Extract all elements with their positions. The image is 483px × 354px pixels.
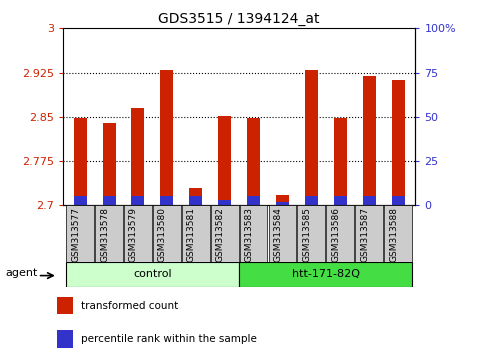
Text: GSM313587: GSM313587 — [360, 207, 369, 262]
Text: agent: agent — [5, 268, 37, 278]
Bar — [131, 108, 144, 205]
Text: percentile rank within the sample: percentile rank within the sample — [81, 334, 257, 344]
Bar — [305, 196, 318, 205]
Bar — [160, 196, 173, 205]
FancyBboxPatch shape — [211, 205, 239, 262]
Text: GSM313585: GSM313585 — [302, 207, 312, 262]
Bar — [57, 330, 73, 348]
Bar — [73, 196, 86, 205]
Bar — [305, 70, 318, 205]
FancyBboxPatch shape — [124, 205, 152, 262]
FancyBboxPatch shape — [269, 205, 296, 262]
Bar — [363, 75, 376, 205]
FancyBboxPatch shape — [153, 205, 181, 262]
FancyBboxPatch shape — [355, 205, 383, 262]
Text: GSM313588: GSM313588 — [389, 207, 398, 262]
Text: GSM313580: GSM313580 — [158, 207, 167, 262]
Bar — [334, 118, 347, 205]
Text: GSM313577: GSM313577 — [71, 207, 80, 262]
Bar — [392, 196, 405, 205]
Bar — [66, 262, 239, 287]
Bar — [73, 118, 86, 205]
Bar — [334, 196, 347, 205]
FancyBboxPatch shape — [327, 205, 354, 262]
Bar — [239, 262, 412, 287]
FancyBboxPatch shape — [384, 205, 412, 262]
FancyBboxPatch shape — [182, 205, 210, 262]
Bar — [247, 196, 260, 205]
Bar — [276, 195, 289, 205]
Text: control: control — [133, 269, 171, 279]
Bar — [131, 196, 144, 205]
Bar — [276, 202, 289, 205]
Text: GSM313581: GSM313581 — [187, 207, 196, 262]
Bar — [363, 196, 376, 205]
Bar — [218, 116, 231, 205]
Text: transformed count: transformed count — [81, 301, 178, 310]
Text: GSM313583: GSM313583 — [244, 207, 254, 262]
Text: GSM313582: GSM313582 — [215, 207, 225, 262]
FancyBboxPatch shape — [66, 205, 94, 262]
Text: GSM313586: GSM313586 — [331, 207, 340, 262]
Text: GSM313578: GSM313578 — [100, 207, 109, 262]
Text: GSM313579: GSM313579 — [129, 207, 138, 262]
Bar — [189, 196, 202, 205]
Text: GSM313584: GSM313584 — [273, 207, 283, 262]
FancyBboxPatch shape — [298, 205, 325, 262]
FancyBboxPatch shape — [95, 205, 123, 262]
Bar — [392, 80, 405, 205]
Bar — [102, 196, 115, 205]
Bar — [160, 70, 173, 205]
Text: htt-171-82Q: htt-171-82Q — [292, 269, 360, 279]
Bar — [247, 118, 260, 205]
Title: GDS3515 / 1394124_at: GDS3515 / 1394124_at — [158, 12, 320, 26]
Bar — [189, 188, 202, 205]
Bar — [57, 297, 73, 314]
FancyBboxPatch shape — [240, 205, 268, 262]
Bar — [102, 123, 115, 205]
Bar — [218, 200, 231, 205]
